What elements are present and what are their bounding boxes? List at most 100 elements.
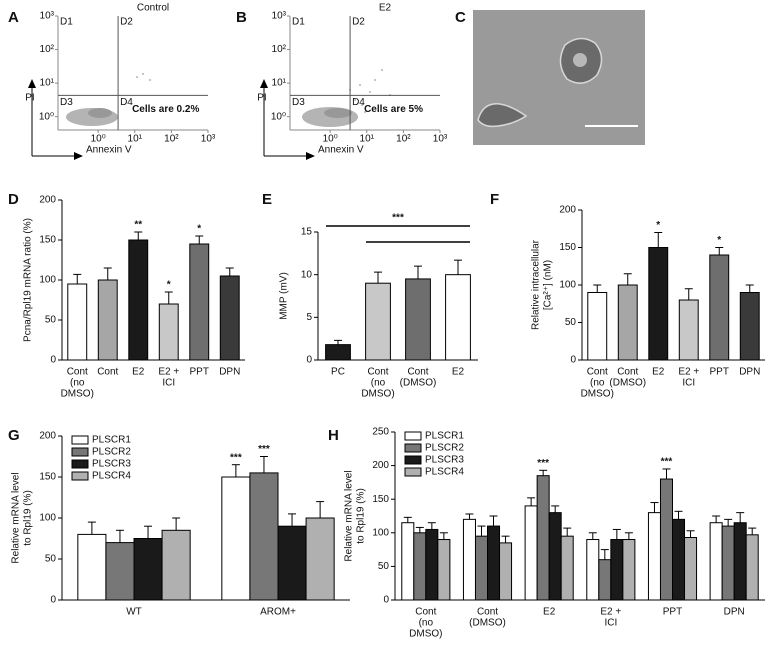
bar [587,292,608,361]
x-tick-label: Cont [477,607,498,618]
legend-label: PLSCR2 [92,447,131,458]
y-tick-label: 10² [272,44,287,55]
x-tick-label: Cont [587,367,608,378]
bar [598,559,612,601]
bar [684,537,698,601]
y-tick-label: 0 [50,355,56,366]
legend-swatch [71,471,89,481]
legend-label: PLSCR2 [425,443,464,454]
bar [647,512,661,601]
bar [745,534,759,601]
arrow-head [28,79,36,88]
x-tick-label: DMSO) [61,389,94,400]
bar [221,476,251,601]
y-tick-label: 10³ [40,11,55,22]
bar [659,478,673,601]
bar [325,344,351,361]
y-tick-label: 10¹ [272,78,287,89]
x-tick-label: E2 [543,607,556,618]
x-tick-label: (no [371,378,386,389]
bar [524,505,538,601]
y-tick-label: 0 [50,595,56,606]
x-tick-label: E2 + [600,607,621,618]
panel-label: G [8,427,20,444]
bar [739,292,760,361]
y-axis-label: to Rpl19 (%) [356,488,367,544]
arrow-head [74,152,83,160]
bar [709,522,723,601]
significance: * [197,224,201,235]
bar [548,512,562,601]
chart-title: Control [137,3,169,14]
quadrant-label: D4 [120,97,133,108]
bar [277,525,307,601]
arrow-head [306,152,315,160]
bar [648,247,669,361]
x-tick-label: ICI [162,378,175,389]
x-tick-label: DPN [219,367,240,378]
legend-label: PLSCR1 [425,431,464,442]
significance: * [167,280,171,291]
y-tick-label: 0 [570,355,576,366]
bar [365,282,391,361]
x-tick-label: AROM+ [260,607,296,618]
x-tick-label: 10³ [433,134,448,145]
quadrant-label: D4 [352,97,365,108]
x-tick-label: PPT [710,367,729,378]
x-tick-label: 10¹ [360,134,375,145]
x-tick-label: DPN [724,607,745,618]
y-tick-label: 200 [39,195,56,206]
x-tick-label: 10¹ [128,134,143,145]
panel-label: D [8,191,19,208]
y-tick-label: 10⁰ [39,111,54,122]
quadrant-label: D1 [60,17,73,28]
y-axis-label: Relative intracellular [531,239,542,330]
x-tick-label: (DMSO) [400,378,437,389]
y-tick-label: 100 [39,275,56,286]
significance: *** [537,458,549,469]
cell-population [66,69,391,127]
y-tick-label: 10⁰ [271,111,286,122]
bar [610,539,624,601]
bar [161,529,191,601]
x-tick-label: 10² [396,134,411,145]
bar [249,472,279,601]
quadrant-label: D1 [292,17,305,28]
significance: * [656,220,660,231]
y-axis-label: MMP (mV) [279,272,290,320]
y-tick-label: 150 [39,235,56,246]
x-tick-label: (no [590,378,605,389]
x-tick-label: Cont [617,367,638,378]
legend-swatch [71,459,89,469]
bar [305,517,335,601]
micrograph [473,10,645,145]
bar [77,533,107,601]
y-tick-label: 50 [45,315,57,326]
chart-title: E2 [379,3,392,14]
y-tick-label: 150 [39,472,56,483]
y-tick-label: 200 [372,460,389,471]
y-tick-label: 100 [559,280,576,291]
x-tick-label: E2 [652,367,665,378]
y-axis-label: to Rpl19 (%) [23,490,34,546]
legend-swatch [71,447,89,457]
x-tick-label: 10⁰ [91,134,106,145]
arrow-head [260,79,268,88]
quadrant-label: D2 [120,17,133,28]
y-tick-label: 200 [559,205,576,216]
panel-label: H [328,427,339,444]
significance: *** [230,452,242,463]
x-tick-label: DMSO) [581,389,614,400]
y-tick-label: 15 [301,227,313,238]
x-tick-label: Cont [367,367,388,378]
legend-swatch [404,455,422,465]
x-tick-label: Cont [67,367,88,378]
panel-label: C [455,9,466,26]
x-tick-label: PPT [190,367,209,378]
panel-label: E [262,191,272,208]
legend-swatch [404,467,422,477]
bar [405,278,431,361]
annotation: Cells are 0.2% [132,104,199,115]
